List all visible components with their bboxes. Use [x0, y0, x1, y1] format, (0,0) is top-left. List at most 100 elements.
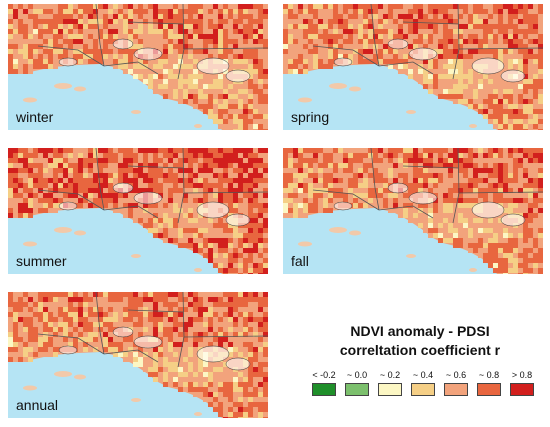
county-boundary [95, 4, 105, 67]
ndvi-raster [8, 4, 268, 130]
map-winter [8, 4, 268, 130]
protected-area [408, 47, 438, 61]
legend-swatch [510, 383, 534, 396]
legend-swatch [444, 383, 468, 396]
island [329, 83, 347, 89]
protected-area [333, 201, 353, 211]
legend-item: ~ 0.2 [370, 369, 410, 396]
legend-swatch [378, 383, 402, 396]
county-boundary [402, 165, 459, 169]
island [406, 254, 416, 258]
protected-area [500, 213, 526, 227]
protected-area [471, 57, 505, 75]
county-boundary [378, 205, 434, 219]
protected-area [196, 57, 230, 75]
island [349, 86, 361, 92]
season-label-summer: summer [16, 253, 67, 269]
protected-area [500, 69, 526, 83]
legend-item: ~ 0.4 [403, 369, 443, 396]
island [74, 374, 86, 380]
county-boundary [458, 47, 543, 50]
county-boundary [103, 61, 159, 75]
county-boundary [370, 148, 380, 211]
protected-area [58, 57, 78, 67]
map-panel-winter: winter [8, 4, 268, 130]
map-panel-summer: summer [8, 148, 268, 274]
legend-title: NDVI anomaly - PDSI [350, 323, 490, 339]
county-boundary [370, 4, 380, 67]
protected-area [471, 201, 505, 219]
protected-area [133, 335, 163, 349]
county-boundary [312, 45, 380, 67]
island [23, 241, 37, 247]
county-boundary [183, 47, 268, 50]
island [329, 227, 347, 233]
protected-area [387, 182, 409, 194]
legend-item-label: ~ 0.4 [412, 370, 434, 380]
legend-item-label: ~ 0.0 [346, 370, 368, 380]
island [23, 385, 37, 391]
map-panel-annual: annual [8, 292, 268, 418]
island [131, 254, 141, 258]
island [194, 124, 202, 128]
island [349, 230, 361, 236]
island [131, 398, 141, 402]
legend-swatch [477, 383, 501, 396]
map-panel-spring: spring [283, 4, 543, 130]
legend-item-label: < -0.2 [312, 370, 336, 380]
legend-item: ~ 0.6 [436, 369, 476, 396]
legend-swatch [345, 383, 369, 396]
legend-swatch [411, 383, 435, 396]
county-boundary [37, 45, 105, 67]
ndvi-raster [283, 148, 543, 274]
season-label-winter: winter [16, 109, 54, 125]
protected-area [196, 345, 230, 363]
island [54, 371, 72, 377]
season-label-spring: spring [291, 109, 330, 125]
county-boundary [95, 148, 105, 211]
county-boundary [37, 333, 105, 355]
island [469, 124, 477, 128]
protected-area [112, 326, 134, 338]
protected-area [133, 47, 163, 61]
county-boundary [127, 165, 184, 169]
island [194, 412, 202, 416]
protected-area [133, 191, 163, 205]
island [406, 110, 416, 114]
legend-item-label: ~ 0.2 [379, 370, 401, 380]
protected-area [112, 38, 134, 50]
ndvi-raster [283, 4, 543, 130]
protected-area [225, 69, 251, 83]
county-boundary [402, 21, 459, 25]
county-boundary [103, 205, 159, 219]
protected-area [112, 182, 134, 194]
county-boundary [127, 309, 184, 313]
protected-area [58, 345, 78, 355]
legend-item: ~ 0.8 [469, 369, 509, 396]
county-boundary [378, 61, 434, 75]
protected-area [58, 201, 78, 211]
island [469, 268, 477, 272]
county-boundary [103, 349, 159, 363]
protected-area [225, 357, 251, 371]
map-spring [283, 4, 543, 130]
legend-subtitle: correltation coefficient r [339, 342, 501, 358]
island [23, 97, 37, 103]
legend-item: < -0.2 [304, 369, 344, 396]
season-label-annual: annual [16, 397, 59, 413]
island [74, 86, 86, 92]
island [54, 83, 72, 89]
island [298, 241, 312, 247]
county-boundary [183, 335, 268, 338]
county-boundary [127, 21, 184, 25]
protected-area [196, 201, 230, 219]
protected-area [387, 38, 409, 50]
map-summer [8, 148, 268, 274]
island [298, 97, 312, 103]
season-label-fall: fall [291, 253, 309, 269]
county-boundary [312, 189, 380, 211]
county-boundary [458, 191, 543, 194]
county-boundary [183, 191, 268, 194]
protected-area [408, 191, 438, 205]
legend-item-label: ~ 0.6 [445, 370, 467, 380]
